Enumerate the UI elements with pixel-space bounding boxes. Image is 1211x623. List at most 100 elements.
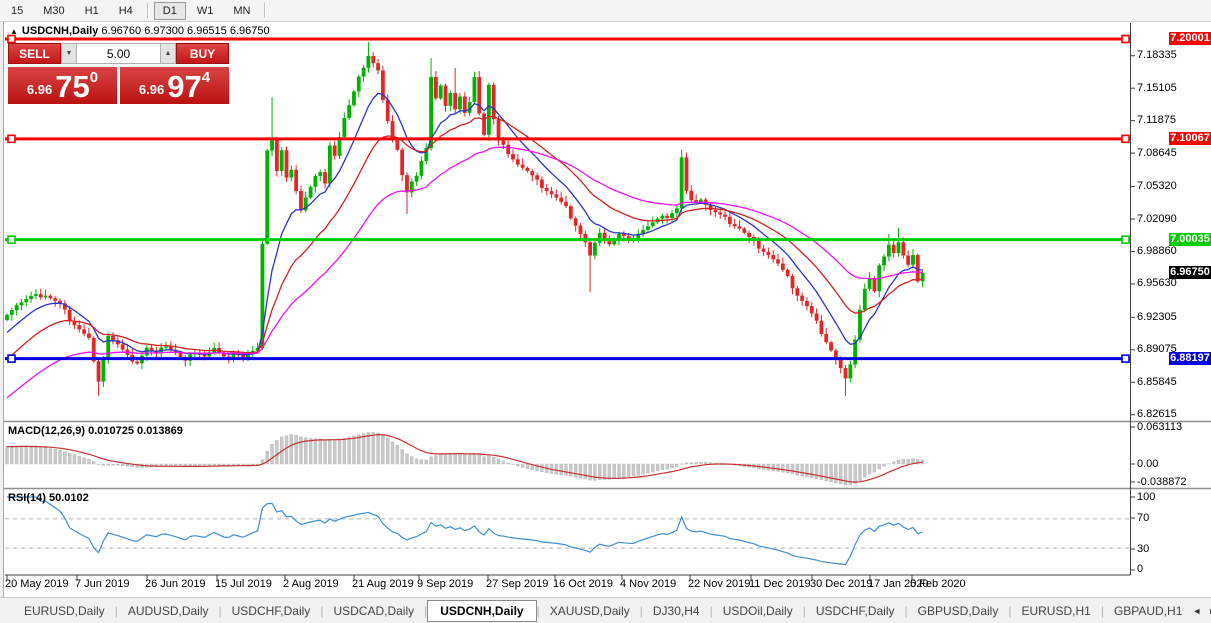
price-axis-tick: 6.98860 [1137,245,1177,257]
chart-tab-gbpaud-h1[interactable]: GBPAUD,H1 [1113,603,1183,618]
rsi-indicator-label: RSI(14) 50.0102 [8,492,89,504]
level-price-label: 6.88197 [1169,352,1211,365]
window-left-border [0,22,4,597]
date-axis-label: 5 Feb 2020 [910,578,966,590]
rsi-axis-tick: 30 [1137,543,1150,555]
price-chart-canvas[interactable] [0,0,1211,597]
date-axis-label: 20 May 2019 [5,578,69,590]
chart-tab-gbpusd-daily[interactable]: GBPUSD,Daily [917,603,999,618]
tab-separator: | [218,603,222,618]
chart-ohlc-values: 6.96760 6.97300 6.96515 6.96750 [101,25,270,37]
price-axis-tick: 6.89075 [1137,343,1177,355]
rsi-axis-tick: 70 [1137,512,1150,524]
sell-button[interactable]: SELL [8,43,61,64]
timeframe-button-15[interactable]: 15 [11,4,24,17]
chart-tab-usdcnh-daily[interactable]: USDCNH,Daily [427,599,537,622]
trade-prices-row: 6.96 75 0 6.96 97 4 [8,67,229,104]
date-axis-label: 26 Jun 2019 [145,578,206,590]
rsi-axis-tick: 0 [1137,563,1144,575]
trade-controls-row: SELL ▼ ▲ BUY [8,43,229,64]
volume-decrease-button[interactable]: ▼ [61,43,77,64]
sell-price-display[interactable]: 6.96 75 0 [8,67,117,104]
tab-separator: | [424,603,428,618]
timeframe-button-w1[interactable]: W1 [196,4,214,17]
tab-scroll-arrows: ◄► [1192,606,1211,616]
date-axis-label: 27 Sep 2019 [486,578,549,590]
price-axis-tick: 7.02090 [1137,213,1177,225]
date-axis-label: 30 Dec 2019 [810,578,873,590]
timeframe-button-h4[interactable]: H4 [118,4,133,17]
rsi-axis-tick: 100 [1137,491,1156,503]
date-axis-label: 2 Aug 2019 [283,578,339,590]
price-axis-tick: 6.92305 [1137,311,1177,323]
sell-price-whole: 6.96 [26,82,53,97]
timeframe-button-h1[interactable]: H1 [84,4,99,17]
buy-price-display[interactable]: 6.96 97 4 [120,67,229,104]
timeframe-button-m30[interactable]: M30 [43,4,65,17]
timeframe-toolbar: 15 M30 H1 H4 D1 W1 MN [0,0,1211,22]
level-price-label: 7.20001 [1169,32,1211,45]
macd-axis-tick: 0.00 [1137,458,1159,470]
volume-increase-button[interactable]: ▲ [160,43,176,64]
date-axis-label: 7 Jun 2019 [75,578,130,590]
date-axis-label: 11 Dec 2019 [749,578,811,590]
volume-input[interactable] [77,43,160,64]
price-axis-tick: 7.11875 [1137,114,1176,126]
tab-separator: | [639,603,643,618]
date-axis-label: 15 Jul 2019 [215,578,272,590]
chart-tab-eurusd-h1[interactable]: EURUSD,H1 [1021,603,1091,618]
buy-button[interactable]: BUY [176,43,229,64]
level-price-label: 7.10067 [1169,132,1211,145]
sell-price-pips: 75 [55,69,90,104]
price-axis-tick: 7.18335 [1137,49,1177,61]
volume-spinner: ▼ ▲ [61,43,176,64]
chart-tab-usdchf-daily[interactable]: USDCHF,Daily [815,603,895,618]
one-click-trading-panel: SELL ▼ ▲ BUY 6.96 75 0 6.96 97 4 [8,43,229,104]
macd-indicator-label: MACD(12,26,9) 0.010725 0.013869 [8,425,183,437]
timeframe-button-d1[interactable]: D1 [153,1,186,20]
buy-price-whole: 6.96 [138,82,165,97]
price-axis-tick: 7.05320 [1137,180,1177,192]
price-axis-tick: 6.85845 [1137,376,1177,388]
collapse-arrow-icon[interactable]: ▲ [10,27,18,36]
chart-tab-xauusd-daily[interactable]: XAUUSD,Daily [549,603,630,618]
timeframe-button-mn[interactable]: MN [233,4,251,17]
macd-axis-tick: -0.038872 [1137,476,1187,488]
chart-tab-usdoil-daily[interactable]: USDOil,Daily [722,603,793,618]
toolbar-divider [146,3,149,18]
tab-separator: | [1100,603,1104,618]
price-axis-tick: 6.82615 [1137,408,1177,420]
chart-tab-bar: EURUSD,Daily | AUDUSD,Daily | USDCHF,Daily | U… [0,597,1211,623]
tab-separator: | [802,603,806,618]
date-axis-label: 9 Sep 2019 [417,578,474,590]
chart-tab-audusd-daily[interactable]: AUDUSD,Daily [127,603,209,618]
toolbar-divider [264,3,267,18]
chart-tab-usdchf-daily[interactable]: USDCHF,Daily [231,603,311,618]
level-price-label: 7.00035 [1169,233,1211,246]
tab-separator: | [709,603,713,618]
chart-tab-eurusd-daily[interactable]: EURUSD,Daily [24,603,105,618]
chart-symbol-label: USDCNH,Daily [21,25,99,37]
date-axis-label: 21 Aug 2019 [352,578,414,590]
buy-price-point: 4 [201,69,211,86]
chart-tab-usdcad-daily[interactable]: USDCAD,Daily [333,603,415,618]
chart-title: ▲ USDCNH,Daily 6.96760 6.97300 6.96515 6.… [10,25,270,37]
tab-separator: | [320,603,324,618]
price-axis-tick: 7.08645 [1137,147,1177,159]
date-axis-label: 4 Nov 2019 [620,578,677,590]
tab-separator: | [114,603,118,618]
sell-price-point: 0 [89,69,99,86]
scroll-left-icon[interactable]: ◄ [1192,605,1202,616]
price-axis-tick: 6.95630 [1137,277,1177,289]
chart-tab-dj30-h4[interactable]: DJ30,H4 [652,603,700,618]
macd-axis-tick: 0.063113 [1137,421,1183,433]
date-axis-label: 16 Oct 2019 [553,578,613,590]
buy-price-pips: 97 [167,69,202,104]
tab-separator: | [1008,603,1012,618]
date-axis-label: 22 Nov 2019 [688,578,751,590]
tab-separator: | [904,603,908,618]
current-price-label: 6.96750 [1169,266,1211,279]
scroll-right-icon[interactable]: ► [1208,606,1211,616]
tab-separator: | [536,603,540,618]
